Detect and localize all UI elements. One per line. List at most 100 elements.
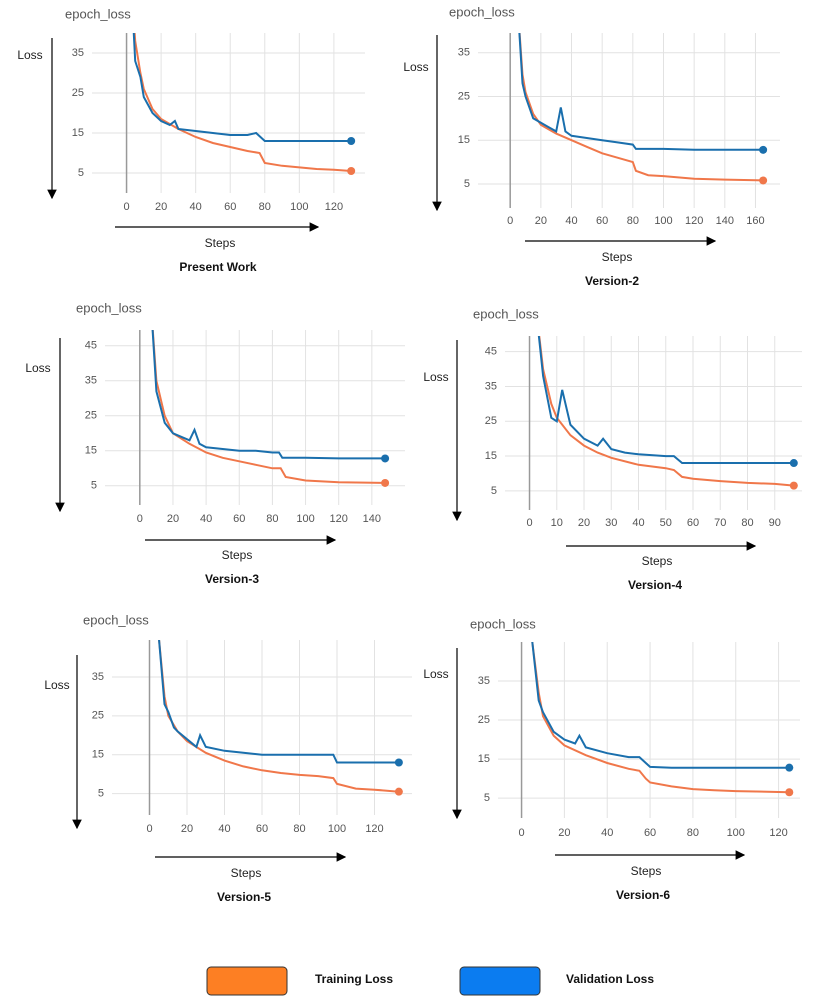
x-tick-label: 20 (558, 827, 570, 839)
end-point (789, 481, 798, 490)
series-line (538, 336, 794, 487)
x-tick-label: 100 (727, 827, 745, 839)
legend-swatch (206, 966, 288, 996)
x-tick-label: 90 (769, 517, 781, 529)
chart-title: epoch_loss (473, 306, 539, 321)
x-tick-label: 80 (266, 513, 278, 525)
x-axis-label: Steps (642, 554, 673, 568)
end-point (381, 478, 390, 487)
x-tick-label: 80 (687, 827, 699, 839)
x-tick-label: 0 (137, 513, 143, 525)
x-tick-label: 10 (551, 517, 563, 529)
end-point (759, 176, 768, 185)
series-line (133, 33, 352, 172)
series-line (158, 640, 399, 764)
y-tick-label: 25 (478, 714, 490, 726)
x-tick-label: 20 (535, 215, 547, 227)
x-tick-label: 40 (218, 823, 230, 835)
caption: Version-2 (585, 274, 639, 288)
series-line (537, 336, 794, 464)
end-point (347, 137, 356, 145)
end-point (785, 763, 794, 772)
x-tick-label: 60 (233, 513, 245, 525)
x-tick-label: 80 (259, 201, 271, 213)
end-point (394, 758, 403, 767)
y-tick-label: 15 (485, 450, 497, 462)
caption: Version-6 (616, 888, 670, 902)
x-tick-label: 40 (190, 201, 202, 213)
x-tick-label: 0 (518, 827, 524, 839)
x-tick-label: 120 (685, 215, 703, 227)
x-tick-label: 140 (716, 215, 734, 227)
y-tick-label: 25 (458, 90, 470, 102)
series-line (518, 33, 764, 182)
legend-swatch (459, 966, 541, 996)
x-axis-label: Steps (205, 236, 236, 250)
chart-title: epoch_loss (449, 4, 515, 19)
x-tick-label: 120 (365, 823, 383, 835)
x-tick-label: 40 (601, 827, 613, 839)
series-line (132, 33, 352, 142)
y-tick-label: 15 (458, 134, 470, 146)
y-tick-label: 15 (92, 749, 104, 761)
x-axis-label: Steps (231, 866, 262, 880)
x-tick-label: 0 (146, 823, 152, 835)
y-tick-label: 5 (484, 792, 490, 804)
series-line (158, 640, 399, 793)
x-tick-label: 100 (296, 513, 314, 525)
series-line (531, 642, 790, 769)
chart: epoch_loss Loss Steps Version-5 5 15 25 35 0 20 40… (44, 612, 412, 904)
y-tick-label: 35 (92, 671, 104, 683)
end-point (789, 459, 798, 468)
x-tick-label: 60 (687, 517, 699, 529)
x-tick-label: 120 (330, 513, 348, 525)
series-line (151, 330, 386, 484)
chart-title: epoch_loss (470, 616, 536, 631)
series-line (531, 642, 790, 794)
chart: epoch_loss Loss Steps Present Work 5 15 25 35 0 2… (17, 6, 365, 274)
x-tick-label: 80 (741, 517, 753, 529)
end-point (347, 167, 356, 175)
y-axis-label: Loss (44, 678, 69, 692)
x-axis-label: Steps (222, 548, 253, 562)
caption: Version-5 (217, 890, 271, 904)
x-tick-label: 60 (596, 215, 608, 227)
x-axis-label: Steps (602, 250, 633, 264)
x-tick-label: 20 (181, 823, 193, 835)
y-tick-label: 25 (72, 87, 84, 99)
x-tick-label: 60 (644, 827, 656, 839)
y-axis-label: Loss (423, 667, 448, 681)
y-tick-label: 35 (485, 380, 497, 392)
chart-title: epoch_loss (83, 612, 149, 627)
y-tick-label: 15 (85, 445, 97, 457)
y-tick-label: 5 (91, 480, 97, 492)
y-tick-label: 35 (458, 47, 470, 59)
x-tick-label: 100 (328, 823, 346, 835)
x-tick-label: 40 (200, 513, 212, 525)
x-tick-label: 30 (605, 517, 617, 529)
series-line (518, 33, 764, 151)
y-axis-label: Loss (403, 60, 428, 74)
chart: epoch_loss Loss Steps Version-6 5 15 25 35 0 20 40… (423, 616, 800, 902)
x-tick-label: 100 (290, 201, 308, 213)
x-tick-label: 100 (654, 215, 672, 227)
x-tick-label: 40 (565, 215, 577, 227)
y-tick-label: 35 (72, 47, 84, 59)
y-tick-label: 15 (72, 127, 84, 139)
x-tick-label: 20 (578, 517, 590, 529)
y-tick-label: 25 (485, 415, 497, 427)
end-point (381, 454, 390, 463)
x-tick-label: 0 (123, 201, 129, 213)
y-tick-label: 45 (85, 340, 97, 352)
x-tick-label: 160 (746, 215, 764, 227)
x-tick-label: 0 (526, 517, 532, 529)
x-tick-label: 80 (293, 823, 305, 835)
y-tick-label: 25 (92, 710, 104, 722)
chart-title: epoch_loss (76, 300, 142, 315)
series-line (151, 330, 386, 460)
y-tick-label: 45 (485, 346, 497, 358)
x-tick-label: 50 (660, 517, 672, 529)
chart: epoch_loss Loss Steps Version-3 5 15 25 35 45 0 20… (25, 300, 405, 586)
x-tick-label: 20 (167, 513, 179, 525)
chart: epoch_loss Loss Steps Version-2 5 15 25 35 0 20 40… (403, 4, 780, 288)
